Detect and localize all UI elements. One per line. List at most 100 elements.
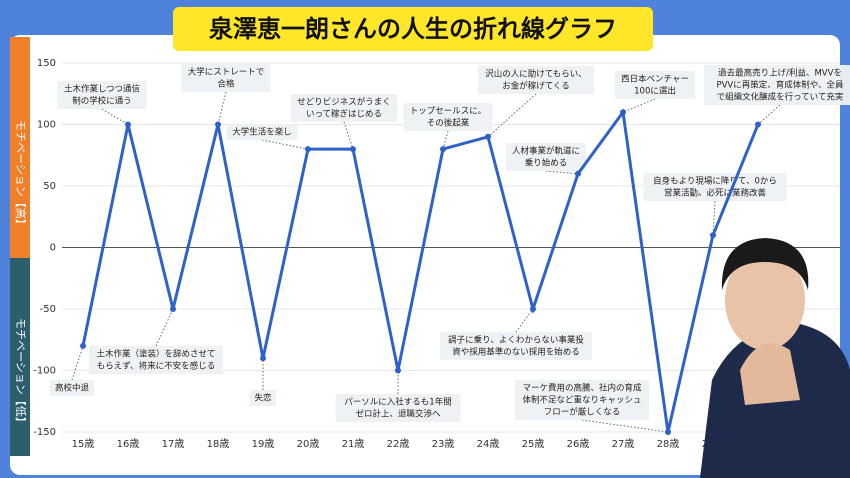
point [170,306,176,312]
annotation-box [50,380,94,396]
annotation-box [335,394,461,422]
annotation-box [403,103,493,131]
leader-line [71,345,84,381]
x-tick-label: 28歳 [657,438,680,450]
annotation-box [226,124,298,140]
annotation-text: トップセールスに。 [410,107,487,117]
x-tick-label: 24歳 [477,438,500,450]
leader-line [622,98,656,113]
annotation-text: マーケ費用の高騰、社内の育成 [522,383,642,394]
x-tick-label: 20歳 [297,438,320,450]
x-tick-label: 15歳 [72,438,95,450]
leader-line [101,108,129,125]
x-tick-label: 27歳 [612,438,635,450]
x-tick-label: 16歳 [117,438,140,450]
chart-title: 泉澤恵一朗さんの人生の折れ線グラフ [209,15,617,43]
annotation-box [704,65,850,105]
x-tick-label: 18歳 [207,438,230,450]
annotation-box [506,143,586,171]
annotation-box [89,346,223,374]
point [575,170,581,177]
leader-line [712,200,716,236]
x-tick-label: 21歳 [342,438,365,450]
point [350,146,356,153]
x-tick-label: 23歳 [432,438,455,450]
annotation-text: 体制不足など重なりキャッシュ [522,395,641,406]
annotation-box [515,380,649,420]
low-band [10,258,30,456]
point [125,121,131,128]
high-band [10,37,30,258]
point [710,232,716,239]
y-tick-label: -150 [33,427,56,438]
x-tick-label: 17歳 [162,438,185,450]
point [620,109,626,116]
portrait-hand [740,343,800,405]
y-tick-label: 100 [37,120,56,131]
annotation-text: 営業活動。必死に業務改善 [664,188,767,199]
annotation-text: 大学生活を楽し [232,127,292,138]
annotation-box [57,81,147,109]
annotation-text: 自身もより現場に降りて、0から [653,176,777,187]
annotation-box [250,390,276,406]
portrait [700,238,850,478]
annotation-text: ゼロ計上、退職交渉へ [355,409,441,420]
high-label: モチベーション【高】 [14,120,28,230]
y-tick-label: -50 [40,304,56,315]
point [80,342,86,349]
leader-line [515,308,534,333]
annotation-text: 人材事業が軌道に [512,146,580,157]
annotation-text: いって稼ぎはじめる [306,109,382,120]
annotation-text: もらえず、将来に不安を感じる [97,361,215,372]
annotation-box [615,71,695,99]
leader-line [261,139,309,150]
point [395,367,401,374]
y-tick-label: 0 [50,243,56,254]
annotation-text: 合格 [217,79,235,90]
x-tick-label: 22歳 [387,438,410,450]
annotation-text: 過去最高売り上げ/利益、MVVを [718,68,842,79]
annotation-box [643,173,787,201]
portrait-face [725,250,805,350]
annotation-text: せどりビジネスがうまく [297,97,391,108]
x-tick-label: 25歳 [522,438,545,450]
annotation-box [290,94,398,122]
y-tick-label: -100 [33,366,56,377]
annotation-text: 土木作業（塗装）を辞めさせて [96,349,215,360]
point [440,146,446,153]
annotation-text: 高校中退 [55,383,90,394]
line [81,108,760,433]
annotation-text: 大学にストレートで [188,67,265,78]
annotation-text: フローが厳しくなる [544,407,621,418]
point [215,121,221,128]
x-tick-label: 26歳 [567,438,590,450]
portrait-hair [721,238,809,290]
point [755,121,761,128]
low-label: モチベーション【低】 [14,318,27,428]
point [665,429,671,435]
annotation-text: 西日本ベンチャー [621,74,689,85]
annotation-text: PVVに再策定、育成体制や、全員 [716,80,844,91]
annotation-text: 調子に乗り、よくわからない事業投 [448,335,584,346]
plot: -150 -100 -50 0 50 100 150 15歳 16歳 17歳 18歳 19歳 20歳 21… [33,58,850,450]
annotation-text: 土木作業しつつ通信 [64,84,140,95]
title-box [173,7,653,51]
annotation-text: 制の学校に通う [72,96,132,107]
annotation-text: 失恋 [254,393,271,404]
x-tick-label: 19歳 [252,438,275,450]
y-tick-label: 150 [37,58,56,69]
point [305,146,311,153]
leader-line [343,121,354,150]
point [260,355,266,362]
annotation-text: 100に選出 [634,86,676,97]
leader-line [487,93,537,138]
annotation-box [440,332,592,360]
annotation-box [181,64,271,92]
annotation-text: で組織文化醸成を行っていて充実 [717,92,844,103]
y-tick-label: 50 [43,181,56,192]
leader-line [581,419,669,433]
annotation-box [478,66,594,94]
annotation-text: 沢山の人に助けてもらい、 [485,69,587,80]
annotation-text: お金が稼げてくる [502,81,570,92]
